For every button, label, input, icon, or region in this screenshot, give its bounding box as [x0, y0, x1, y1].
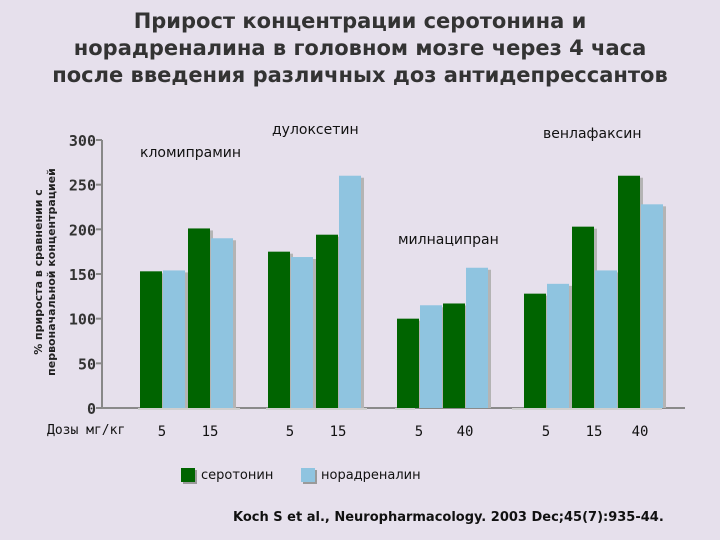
- drug-label: венлафаксин: [543, 126, 642, 142]
- dose-tick-label: 40: [457, 424, 474, 440]
- bar-serotonin: [316, 234, 338, 408]
- legend-label-serotonin: серотонин: [201, 467, 274, 483]
- bar-serotonin: [140, 271, 162, 408]
- citation: Koch S et al., Neuropharmacology. 2003 D…: [233, 510, 664, 525]
- bar-noradrenaline: [466, 267, 488, 408]
- bar-noradrenaline: [641, 204, 663, 408]
- y-tick-label: 200: [69, 221, 96, 239]
- dose-tick-label: 40: [632, 424, 649, 440]
- dose-tick-label: 15: [330, 424, 347, 440]
- dose-tick-label: 5: [542, 424, 550, 440]
- dose-tick-label: 5: [286, 424, 294, 440]
- chart-title: Прирост концентрации серотонина и норадр…: [0, 8, 720, 89]
- dose-tick-label: 5: [158, 424, 166, 440]
- bar-noradrenaline: [595, 270, 617, 408]
- legend: серотонин норадреналин: [0, 466, 720, 486]
- title-line-2: норадреналина в головном мозге через 4 ч…: [73, 36, 647, 60]
- bar-serotonin: [397, 318, 419, 408]
- bar-serotonin: [268, 251, 290, 408]
- bar-serotonin: [618, 175, 640, 408]
- dose-tick-label: 5: [415, 424, 423, 440]
- title-line-3: после введения различных доз антидепресс…: [52, 63, 668, 87]
- y-tick-label: 250: [69, 177, 96, 195]
- legend-swatch-noradrenaline: [301, 468, 315, 482]
- y-tick-label: 300: [69, 132, 96, 150]
- dose-tick-label: 15: [586, 424, 603, 440]
- y-tick-label: 50: [78, 355, 96, 373]
- bar-noradrenaline: [420, 305, 442, 408]
- dose-tick-label: 15: [202, 424, 219, 440]
- y-tick-label: 100: [69, 311, 96, 329]
- bar-noradrenaline: [291, 257, 313, 408]
- drug-label: кломипрамин: [140, 145, 241, 161]
- bar-noradrenaline: [211, 238, 233, 408]
- drug-label: милнаципран: [398, 232, 499, 248]
- bar-serotonin: [443, 303, 465, 408]
- y-axis-title-line-1: % прироста в сравнении с: [32, 189, 45, 355]
- title-line-1: Прирост концентрации серотонина и: [133, 9, 587, 33]
- drug-label: дулоксетин: [272, 122, 359, 138]
- y-tick-label: 0: [87, 400, 96, 418]
- bar-serotonin: [524, 293, 546, 408]
- bar-serotonin: [188, 228, 210, 408]
- bar-serotonin: [572, 226, 594, 408]
- legend-swatch-serotonin: [181, 468, 195, 482]
- x-axis-title: Дозы мг/кг: [47, 423, 125, 438]
- bar-noradrenaline: [547, 283, 569, 408]
- legend-item-noradrenaline: норадреналин: [301, 466, 421, 484]
- legend-label-noradrenaline: норадреналин: [321, 467, 421, 483]
- bar-noradrenaline: [163, 270, 185, 408]
- y-tick-label: 150: [69, 266, 96, 284]
- bar-noradrenaline: [339, 175, 361, 408]
- y-axis-title-line-2: первоначальной концентрацией: [45, 168, 58, 376]
- legend-item-serotonin: серотонин: [181, 466, 273, 484]
